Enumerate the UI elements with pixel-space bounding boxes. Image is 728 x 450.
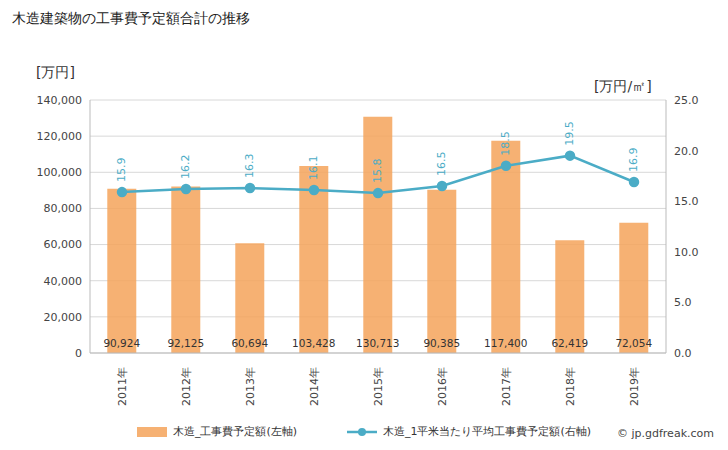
svg-text:2016年: 2016年 — [436, 367, 449, 406]
svg-text:15.9: 15.9 — [116, 158, 129, 183]
svg-text:2015年: 2015年 — [372, 367, 385, 406]
svg-text:16.5: 16.5 — [436, 152, 449, 177]
svg-text:25.0: 25.0 — [674, 94, 699, 107]
svg-text:16.2: 16.2 — [180, 155, 193, 180]
svg-text:10.0: 10.0 — [674, 246, 699, 259]
svg-text:62,419: 62,419 — [551, 337, 588, 349]
svg-text:2013年: 2013年 — [244, 367, 257, 406]
html-text:木造_1平米当たり平均工事費予定額(右軸): 木造_1平米当たり平均工事費予定額(右軸) — [383, 425, 592, 438]
svg-text:2012年: 2012年 — [180, 367, 193, 406]
svg-text:117,400: 117,400 — [484, 337, 527, 349]
svg-text:2018年: 2018年 — [564, 367, 577, 406]
svg-text:16.3: 16.3 — [244, 154, 257, 179]
html-text:© jp.gdfreak.com: © jp.gdfreak.com — [617, 427, 714, 440]
html-text:木造_工事費予定額(左軸): 木造_工事費予定額(左軸) — [172, 425, 297, 438]
svg-text:5.0: 5.0 — [674, 296, 692, 309]
svg-text:15.0: 15.0 — [674, 195, 699, 208]
svg-text:2019年: 2019年 — [628, 367, 641, 406]
svg-text:90,924: 90,924 — [103, 337, 140, 349]
svg-text:140,000: 140,000 — [37, 94, 83, 107]
html-text:[万円/㎡]: [万円/㎡] — [594, 78, 652, 94]
html-text:木造建築物の工事費予定額合計の推移: 木造建築物の工事費予定額合計の推移 — [12, 10, 250, 26]
svg-text:60,000: 60,000 — [44, 238, 83, 251]
svg-text:40,000: 40,000 — [44, 275, 83, 288]
svg-text:80,000: 80,000 — [44, 202, 83, 215]
svg-text:18.5: 18.5 — [500, 131, 513, 156]
svg-text:19.5: 19.5 — [564, 121, 577, 146]
svg-text:16.1: 16.1 — [308, 156, 321, 181]
svg-text:20,000: 20,000 — [44, 311, 83, 324]
html-text:[万円]: [万円] — [36, 64, 75, 80]
svg-text:100,000: 100,000 — [37, 166, 83, 179]
svg-text:103,428: 103,428 — [292, 337, 335, 349]
svg-text:0.0: 0.0 — [674, 347, 692, 360]
svg-text:60,694: 60,694 — [231, 337, 268, 349]
svg-text:2011年: 2011年 — [116, 367, 129, 406]
svg-text:120,000: 120,000 — [37, 130, 83, 143]
svg-text:0: 0 — [75, 347, 82, 360]
svg-text:90,385: 90,385 — [423, 337, 460, 349]
svg-text:130,713: 130,713 — [356, 337, 399, 349]
svg-text:16.9: 16.9 — [628, 147, 641, 172]
svg-text:15.8: 15.8 — [372, 159, 385, 184]
svg-text:92,125: 92,125 — [167, 337, 204, 349]
svg-text:72,054: 72,054 — [615, 337, 652, 349]
svg-text:20.0: 20.0 — [674, 145, 699, 158]
svg-text:2017年: 2017年 — [500, 367, 513, 406]
svg-text:2014年: 2014年 — [308, 367, 321, 406]
